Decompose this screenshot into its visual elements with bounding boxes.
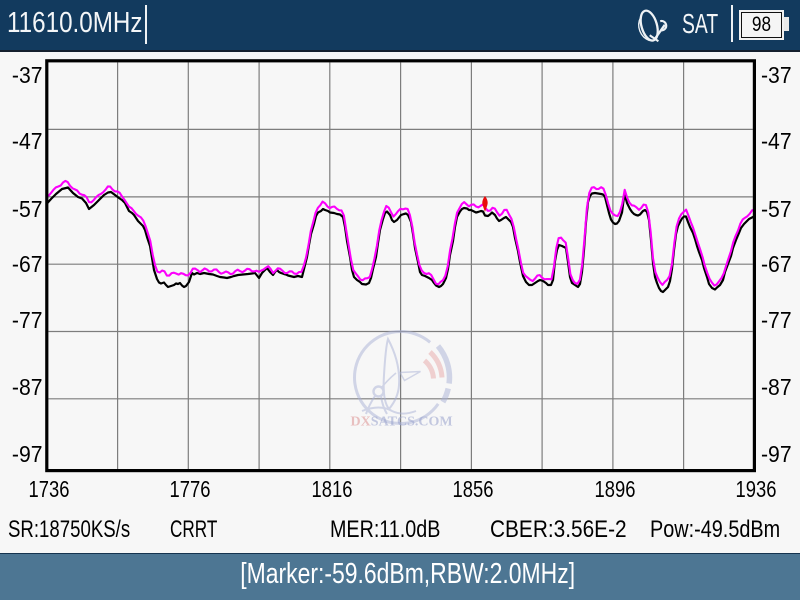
svg-text:DX: DX: [351, 415, 371, 430]
svg-text:SATCS.COM: SATCS.COM: [371, 415, 453, 430]
